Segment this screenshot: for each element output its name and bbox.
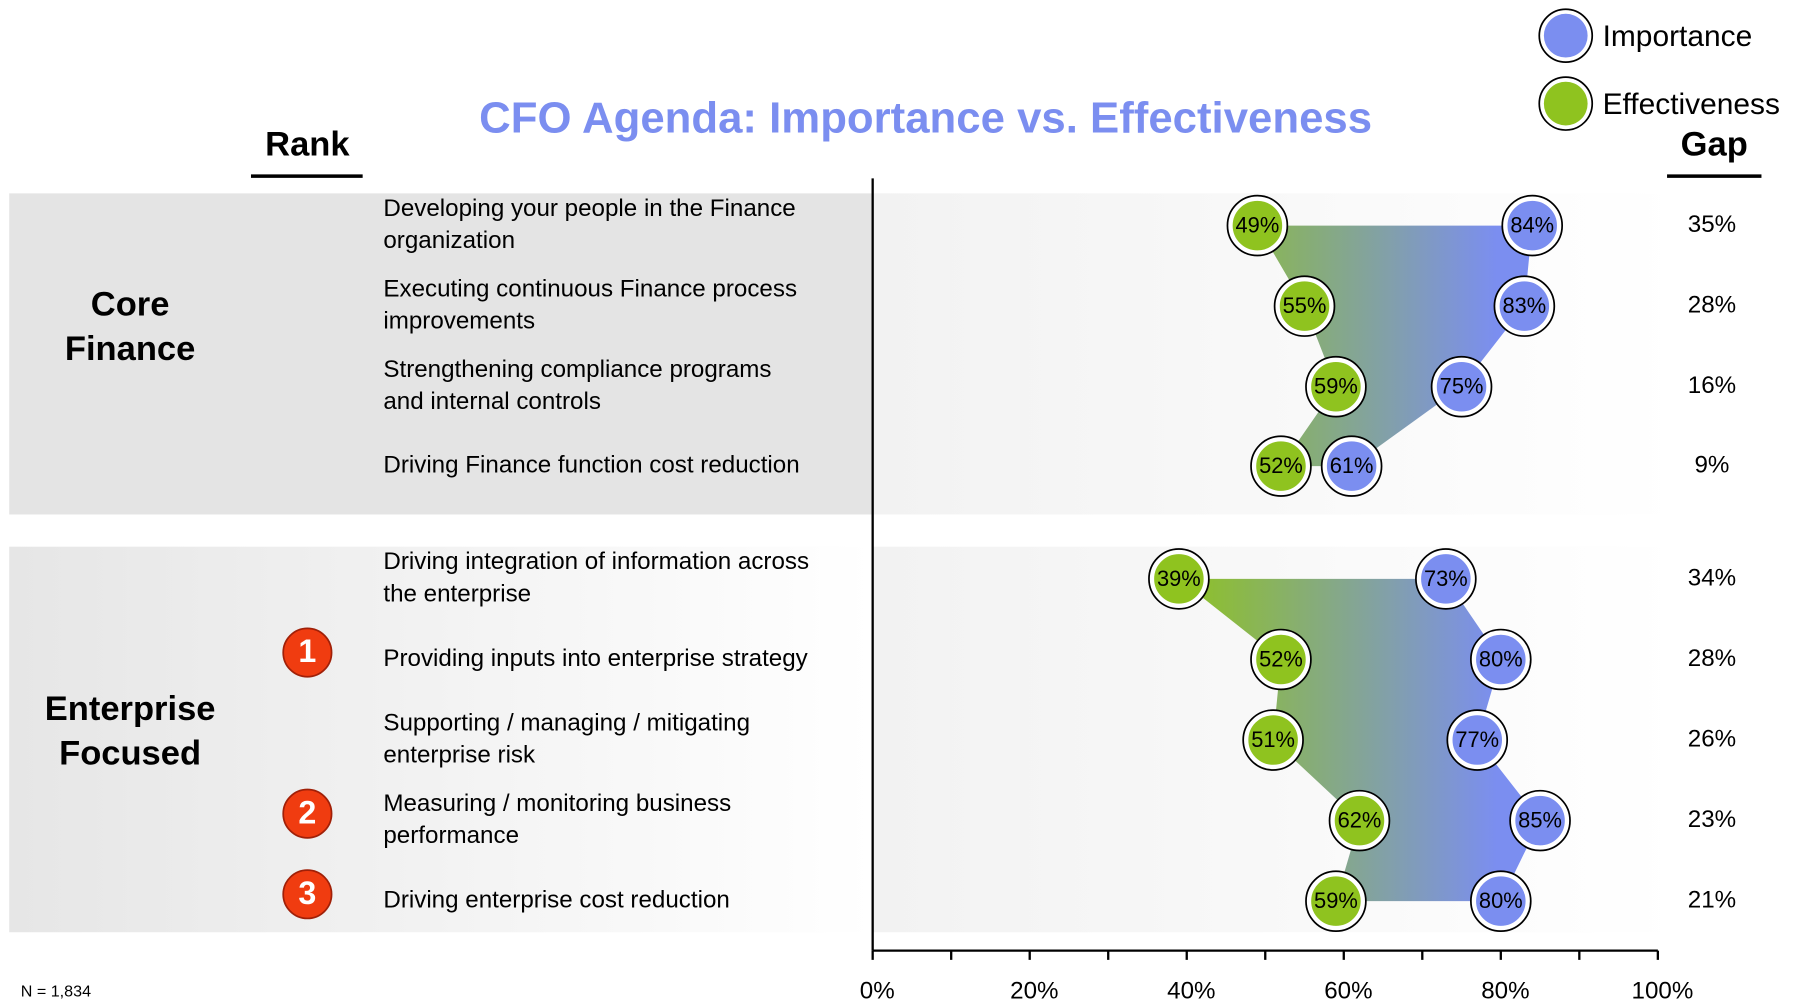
rank-number: 2 <box>298 794 316 830</box>
group-label: Focused <box>59 735 201 773</box>
value-label: 39% <box>1157 566 1201 591</box>
x-tick-label: 40% <box>1167 977 1215 999</box>
marker <box>1506 199 1559 252</box>
rank-badge <box>282 788 333 839</box>
category-label: performance <box>383 822 519 849</box>
footnote: N = 1,834 <box>21 982 91 999</box>
marker <box>1451 714 1504 766</box>
x-tick-label: 0% <box>860 977 895 999</box>
group-band <box>9 546 873 933</box>
category-label: organization <box>383 227 515 254</box>
category-label: and internal controls <box>383 388 601 415</box>
category-label: improvements <box>383 308 535 335</box>
category-label: Supporting / managing / mitigating <box>383 709 750 736</box>
gap-label: 34% <box>1688 564 1736 591</box>
chart-title: CFO Agenda: Importance vs. Effectiveness <box>479 93 1372 142</box>
marker <box>1255 633 1307 686</box>
value-label: 59% <box>1314 374 1358 399</box>
group-band <box>9 193 873 515</box>
gap-label: 16% <box>1688 372 1736 399</box>
rank-badge <box>282 869 333 920</box>
group-label: Enterprise <box>45 690 216 728</box>
marker <box>1474 875 1527 928</box>
gap-label: 9% <box>1694 452 1729 479</box>
value-label: 52% <box>1259 453 1303 478</box>
x-tick-label: 20% <box>1010 977 1058 999</box>
category-label: Executing continuous Finance process <box>383 275 797 302</box>
legend-swatch <box>1543 13 1588 58</box>
gap-label: 21% <box>1688 887 1736 914</box>
category-label: the enterprise <box>383 580 531 607</box>
value-label: 84% <box>1510 213 1554 238</box>
value-label: 59% <box>1314 888 1358 913</box>
marker <box>1152 553 1205 605</box>
category-label: Strengthening compliance programs <box>383 356 771 383</box>
marker <box>1247 714 1300 766</box>
legend-swatch <box>1543 81 1588 126</box>
gap-label: 26% <box>1688 725 1736 752</box>
marker <box>1278 280 1331 333</box>
legend-label: Importance <box>1603 20 1753 53</box>
category-label: Providing inputs into enterprise strateg… <box>383 645 808 672</box>
value-label: 55% <box>1283 293 1327 318</box>
value-label: 80% <box>1479 888 1523 913</box>
gap-area <box>1178 578 1541 902</box>
marker <box>1514 794 1566 847</box>
marker <box>1498 280 1551 333</box>
gap-label: 28% <box>1688 292 1736 319</box>
rank-number: 3 <box>298 875 316 911</box>
group-label: Core <box>91 285 170 323</box>
marker <box>1474 633 1527 686</box>
rank-header: Rank <box>265 125 350 163</box>
gap-label: 35% <box>1688 211 1736 238</box>
marker <box>1310 360 1362 413</box>
x-tick-label: 60% <box>1324 977 1372 999</box>
marker <box>1310 875 1362 928</box>
category-label: Driving enterprise cost reduction <box>383 887 729 914</box>
gap-label: 28% <box>1688 645 1736 672</box>
value-label: 61% <box>1330 453 1374 478</box>
category-label: Developing your people in the Finance <box>383 195 795 222</box>
marker <box>1419 553 1472 605</box>
category-label: Driving integration of information acros… <box>383 548 809 575</box>
gap-label: 23% <box>1688 806 1736 833</box>
marker <box>1255 440 1307 493</box>
x-tick-label: 80% <box>1481 977 1529 999</box>
value-label: 83% <box>1502 293 1546 318</box>
value-label: 75% <box>1440 374 1484 399</box>
rank-badge <box>282 627 333 678</box>
category-label: enterprise risk <box>383 742 536 769</box>
value-label: 77% <box>1455 727 1499 752</box>
group-label: Finance <box>65 330 195 368</box>
value-label: 80% <box>1479 646 1523 671</box>
value-label: 52% <box>1259 646 1303 671</box>
value-label: 73% <box>1424 566 1468 591</box>
marker <box>1435 360 1488 413</box>
marker <box>1325 440 1378 493</box>
gap-header: Gap <box>1681 125 1748 163</box>
rank-number: 1 <box>298 633 316 669</box>
category-label: Driving Finance function cost reduction <box>383 452 799 479</box>
value-label: 51% <box>1251 727 1295 752</box>
value-label: 85% <box>1518 808 1562 833</box>
value-label: 62% <box>1338 808 1382 833</box>
legend-label: Effectiveness <box>1603 88 1780 121</box>
marker <box>1231 199 1284 252</box>
category-label: Measuring / monitoring business <box>383 790 731 817</box>
x-tick-label: 100% <box>1632 977 1694 999</box>
marker <box>1333 794 1386 847</box>
value-label: 49% <box>1236 213 1280 238</box>
